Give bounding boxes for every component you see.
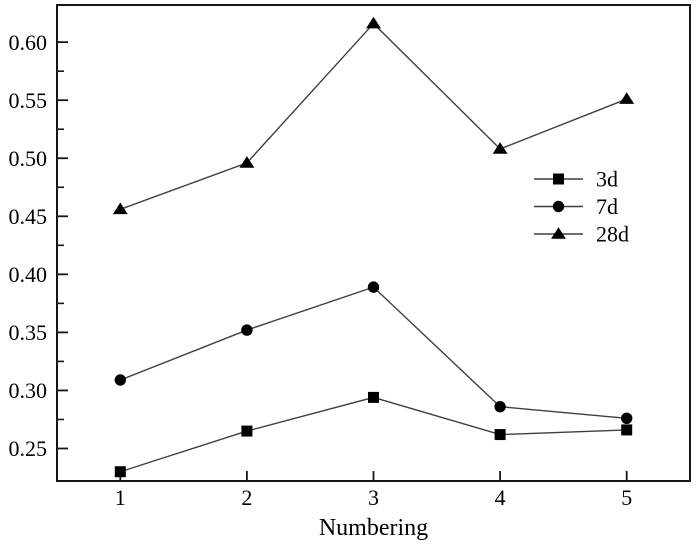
- y-tick-label: 0.50: [9, 146, 48, 171]
- data-point-3d: [241, 425, 253, 437]
- data-point-7d: [494, 400, 506, 413]
- data-point-3d: [368, 391, 379, 403]
- x-axis-title: Numbering: [319, 515, 428, 541]
- data-point-3d: [494, 429, 506, 441]
- legend-label-3d: 3d: [596, 166, 618, 191]
- data-point-28d: [492, 142, 508, 154]
- legend-triangle-icon: [551, 227, 566, 239]
- y-tick-label: 0.45: [9, 204, 48, 229]
- y-tick-label: 0.60: [9, 30, 48, 55]
- data-point-7d: [367, 281, 380, 293]
- x-tick-label: 2: [241, 485, 252, 510]
- legend-label-7d: 7d: [596, 194, 618, 219]
- y-tick-label: 0.25: [9, 436, 48, 461]
- x-tick-label: 4: [495, 485, 506, 510]
- data-point-7d: [114, 374, 127, 386]
- y-tick-label: 0.35: [9, 320, 48, 345]
- data-point-7d: [621, 412, 633, 425]
- x-tick-label: 3: [368, 485, 379, 510]
- data-point-7d: [241, 324, 253, 336]
- y-tick-label: 0.55: [9, 88, 48, 113]
- x-tick-label: 1: [115, 485, 126, 510]
- legend-square-icon: [553, 173, 564, 185]
- x-tick-label: 5: [621, 485, 632, 510]
- y-tick-label: 0.40: [9, 262, 48, 287]
- plot-border: [56, 4, 691, 482]
- data-point-28d: [619, 92, 635, 104]
- y-tick-label: 0.30: [9, 378, 48, 403]
- data-point-28d: [239, 156, 255, 168]
- data-point-28d: [112, 202, 128, 215]
- data-point-3d: [114, 466, 126, 478]
- legend-label-28d: 28d: [596, 221, 629, 246]
- data-point-3d: [621, 424, 633, 436]
- data-point-28d: [366, 16, 381, 29]
- legend-circle-icon: [552, 200, 565, 213]
